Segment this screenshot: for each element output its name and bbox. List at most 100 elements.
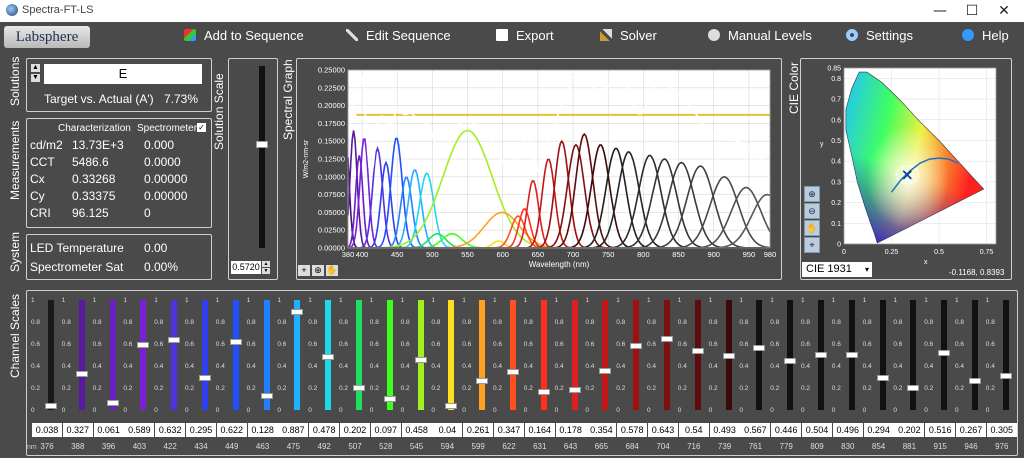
channel-track[interactable]: [386, 300, 393, 410]
solution-scale-thumb[interactable]: [256, 140, 268, 148]
cie-space-select[interactable]: CIE 1931 ▾: [802, 262, 872, 277]
channel-value-input[interactable]: 0.446: [771, 423, 802, 437]
channel-thumb[interactable]: [507, 368, 519, 375]
channel-thumb[interactable]: [568, 387, 581, 394]
solution-up-button[interactable]: ▲: [31, 64, 40, 72]
channel-track[interactable]: [48, 300, 54, 410]
zoom-out-icon[interactable]: ⊖: [804, 203, 820, 219]
channel-value-input[interactable]: 0.496: [832, 423, 863, 437]
channel-value-input[interactable]: 0.643: [648, 423, 678, 437]
channel-track[interactable]: [540, 300, 547, 410]
channel-thumb[interactable]: [260, 392, 273, 399]
channel-value-input[interactable]: 0.178: [555, 423, 586, 437]
channel-track[interactable]: [879, 300, 886, 410]
channel-track[interactable]: [910, 300, 917, 410]
channel-value-input[interactable]: 0.516: [925, 423, 956, 437]
channel-thumb[interactable]: [599, 368, 612, 375]
channel-track[interactable]: [109, 300, 116, 410]
channel-thumb[interactable]: [353, 384, 365, 391]
channel-thumb[interactable]: [815, 351, 827, 358]
channel-value-input[interactable]: 0.164: [524, 423, 555, 437]
channel-value-input[interactable]: 0.097: [370, 423, 401, 437]
channel-track[interactable]: [510, 300, 516, 410]
channel-value-input[interactable]: 0.202: [894, 423, 925, 437]
channel-track[interactable]: [972, 300, 978, 410]
channel-value-input[interactable]: 0.632: [155, 423, 186, 437]
channel-value-input[interactable]: 0.294: [863, 423, 894, 437]
channel-thumb[interactable]: [445, 402, 458, 409]
solution-scale-down[interactable]: ▼: [262, 268, 270, 274]
channel-track[interactable]: [571, 300, 578, 410]
manual-levels-button[interactable]: Manual Levels: [708, 28, 812, 46]
channel-value-input[interactable]: 0.887: [278, 423, 309, 437]
channel-value-input[interactable]: 0.061: [93, 423, 124, 437]
channel-track[interactable]: [756, 300, 763, 410]
edit-sequence-button[interactable]: Edit Sequence: [346, 28, 451, 46]
solution-scale-up[interactable]: ▲: [262, 261, 270, 267]
channel-track[interactable]: [479, 300, 486, 410]
channel-thumb[interactable]: [383, 396, 396, 403]
channel-track[interactable]: [1002, 300, 1009, 410]
channel-thumb[interactable]: [630, 343, 643, 350]
zoom-in-icon[interactable]: ⊕: [804, 186, 820, 202]
solution-scale-input[interactable]: 0.5720: [231, 261, 261, 274]
channel-value-input[interactable]: 0.038: [32, 423, 62, 437]
channel-value-input[interactable]: 0.578: [617, 423, 648, 437]
channel-track[interactable]: [78, 300, 85, 410]
channel-track[interactable]: [356, 300, 362, 410]
crosshair-icon[interactable]: ⌖: [804, 237, 820, 253]
zoom-icon[interactable]: ⊕: [312, 265, 324, 276]
channel-track[interactable]: [664, 300, 670, 410]
channel-value-input[interactable]: 0.589: [124, 423, 155, 437]
help-button[interactable]: Help: [962, 28, 1009, 46]
channel-thumb[interactable]: [876, 374, 889, 381]
channel-track[interactable]: [448, 300, 455, 410]
channel-value-input[interactable]: 0.504: [802, 423, 832, 437]
channel-track[interactable]: [171, 300, 178, 410]
channel-value-input[interactable]: 0.54: [678, 423, 709, 437]
solver-button[interactable]: Solver: [600, 28, 657, 46]
minimize-button[interactable]: —: [933, 3, 947, 19]
channel-thumb[interactable]: [845, 352, 858, 359]
channel-track[interactable]: [694, 300, 701, 410]
solution-down-button[interactable]: ▼: [31, 74, 40, 82]
channel-value-input[interactable]: 0.305: [986, 423, 1017, 437]
channel-value-input[interactable]: 0.493: [709, 423, 740, 437]
crosshair-icon[interactable]: +: [298, 265, 310, 276]
channel-thumb[interactable]: [322, 354, 335, 361]
pan-icon[interactable]: ✋: [326, 265, 338, 276]
channel-value-input[interactable]: 0.04: [432, 423, 463, 437]
channel-value-input[interactable]: 0.458: [401, 423, 432, 437]
channel-value-input[interactable]: 0.202: [340, 423, 370, 437]
channel-track[interactable]: [140, 300, 147, 410]
channel-value-input[interactable]: 0.622: [216, 423, 247, 437]
channel-track[interactable]: [417, 300, 424, 410]
channel-thumb[interactable]: [45, 402, 57, 409]
channel-thumb[interactable]: [137, 342, 150, 349]
channel-thumb[interactable]: [661, 336, 673, 343]
channel-value-input[interactable]: 0.478: [309, 423, 340, 437]
channel-thumb[interactable]: [969, 377, 981, 384]
close-button[interactable]: ✕: [998, 3, 1010, 19]
channel-thumb[interactable]: [75, 371, 88, 378]
channel-value-input[interactable]: 0.567: [740, 423, 771, 437]
channel-track[interactable]: [294, 300, 301, 410]
channel-thumb[interactable]: [784, 357, 797, 364]
channel-thumb[interactable]: [999, 373, 1012, 380]
channel-value-input[interactable]: 0.267: [956, 423, 986, 437]
channel-value-input[interactable]: 0.261: [463, 423, 494, 437]
settings-button[interactable]: Settings: [846, 28, 913, 46]
pan-icon[interactable]: ✋: [804, 220, 820, 236]
channel-thumb[interactable]: [753, 344, 766, 351]
channel-value-input[interactable]: 0.354: [586, 423, 617, 437]
channel-track[interactable]: [263, 300, 270, 410]
channel-thumb[interactable]: [476, 378, 489, 385]
channel-thumb[interactable]: [291, 309, 304, 316]
maximize-button[interactable]: ☐: [965, 3, 979, 19]
channel-value-input[interactable]: 0.347: [494, 423, 524, 437]
channel-value-input[interactable]: 0.128: [247, 423, 278, 437]
channel-track[interactable]: [633, 300, 640, 410]
channel-thumb[interactable]: [106, 400, 119, 407]
channel-thumb[interactable]: [229, 338, 242, 345]
spectrometer-checkbox[interactable]: ✓: [197, 123, 206, 132]
